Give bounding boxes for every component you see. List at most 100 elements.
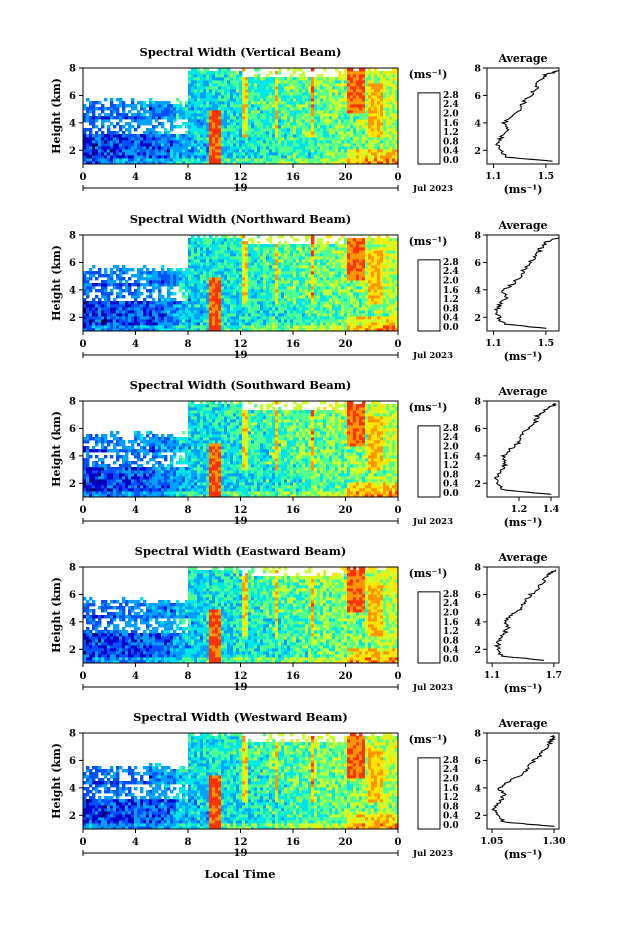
heatmap-cell [260, 310, 264, 314]
heatmap-cell [257, 301, 261, 305]
heatmap-cell [239, 98, 243, 102]
heatmap-cell [323, 137, 327, 141]
heatmap-cell [284, 155, 288, 159]
heatmap-cell [89, 322, 93, 326]
heatmap-cell [371, 110, 375, 114]
heatmap-cell [227, 158, 231, 162]
heatmap-cell [218, 134, 222, 138]
heatmap-cell [176, 140, 180, 144]
heatmap-cell [263, 119, 267, 123]
heatmap-cell [125, 113, 129, 117]
heatmap-cell [188, 265, 192, 269]
heatmap-cell [338, 89, 342, 93]
heatmap-cell [185, 125, 189, 129]
heatmap-cell [203, 286, 207, 290]
heatmap-cell [191, 140, 195, 144]
heatmap-cell [290, 104, 294, 108]
heatmap-cell [302, 247, 306, 251]
heatmap-cell [218, 256, 222, 260]
heatmap-cell [194, 250, 198, 254]
heatmap-cell [266, 313, 270, 317]
heatmap-cell [203, 71, 207, 75]
heatmap-cell [275, 328, 279, 332]
heatmap-cell [95, 161, 99, 165]
heatmap-cell [248, 247, 252, 251]
heatmap-cell [215, 161, 219, 165]
heatmap-cell [191, 319, 195, 323]
heatmap-cell [167, 119, 171, 123]
heatmap-cell [116, 274, 120, 278]
heatmap-cell [104, 119, 108, 123]
heatmap-cell [224, 301, 228, 305]
heatmap-cell [200, 122, 204, 126]
heatmap-cell [287, 268, 291, 272]
heatmap-cell [284, 262, 288, 266]
heatmap-cell [290, 134, 294, 138]
heatmap-cell [323, 110, 327, 114]
heatmap-cell [329, 101, 333, 105]
heatmap-cell [353, 149, 357, 153]
heatmap-cell [317, 128, 321, 132]
heatmap-cell [140, 292, 144, 296]
profile-line [495, 70, 560, 162]
heatmap-cell [236, 286, 240, 290]
heatmap-cell [212, 146, 216, 150]
heatmap-cell [182, 137, 186, 141]
heatmap-cell [380, 74, 384, 78]
heatmap-cell [290, 316, 294, 320]
heatmap-cell [242, 83, 246, 87]
heatmap-cell [374, 161, 378, 165]
heatmap-cell [308, 77, 312, 81]
heatmap-cell [197, 134, 201, 138]
heatmap-cell [332, 113, 336, 117]
heatmap-cell [359, 155, 363, 159]
heatmap-cell [140, 143, 144, 147]
heatmap-cell [239, 265, 243, 269]
heatmap-cell [245, 110, 249, 114]
heatmap-cell [311, 262, 315, 266]
heatmap-cell [158, 325, 162, 329]
heatmap-cell [101, 286, 105, 290]
heatmap-cell [191, 262, 195, 266]
heatmap-cell [317, 98, 321, 102]
heatmap-cell [101, 143, 105, 147]
heatmap-cell [95, 310, 99, 314]
heatmap-cell [131, 104, 135, 108]
heatmap-cell [203, 80, 207, 84]
heatmap-cell [245, 113, 249, 117]
heatmap-cell [368, 134, 372, 138]
heatmap-cell [230, 292, 234, 296]
heatmap-cell [287, 158, 291, 162]
heatmap-cell [239, 298, 243, 302]
heatmap-cell [308, 283, 312, 287]
heatmap-cell [311, 146, 315, 150]
heatmap-cell [200, 310, 204, 314]
heatmap-cell [116, 325, 120, 329]
heatmap-cell [248, 158, 252, 162]
heatmap-cell [170, 107, 174, 111]
heatmap-cell [305, 113, 309, 117]
heatmap-cell [362, 113, 366, 117]
heatmap-cell [209, 268, 213, 272]
heatmap-cell [356, 122, 360, 126]
heatmap-cell [140, 158, 144, 162]
heatmap-cell [239, 289, 243, 293]
heatmap-cell [266, 152, 270, 156]
heatmap-cell [149, 131, 153, 135]
heatmap-cell [317, 149, 321, 153]
heatmap-cell [98, 322, 102, 326]
heatmap-cell [329, 125, 333, 129]
heatmap-cell [317, 140, 321, 144]
heatmap-cell [305, 146, 309, 150]
heatmap-cell [110, 301, 114, 305]
heatmap-cell [347, 113, 351, 117]
heatmap-cell [263, 307, 267, 311]
heatmap-cell [182, 140, 186, 144]
heatmap-cell [383, 149, 387, 153]
heatmap-cell [137, 125, 141, 129]
heatmap-cell [212, 247, 216, 251]
heatmap-cell [269, 158, 273, 162]
heatmap-cell [314, 119, 318, 123]
heatmap-cell [392, 134, 396, 138]
heatmap-cell [371, 146, 375, 150]
